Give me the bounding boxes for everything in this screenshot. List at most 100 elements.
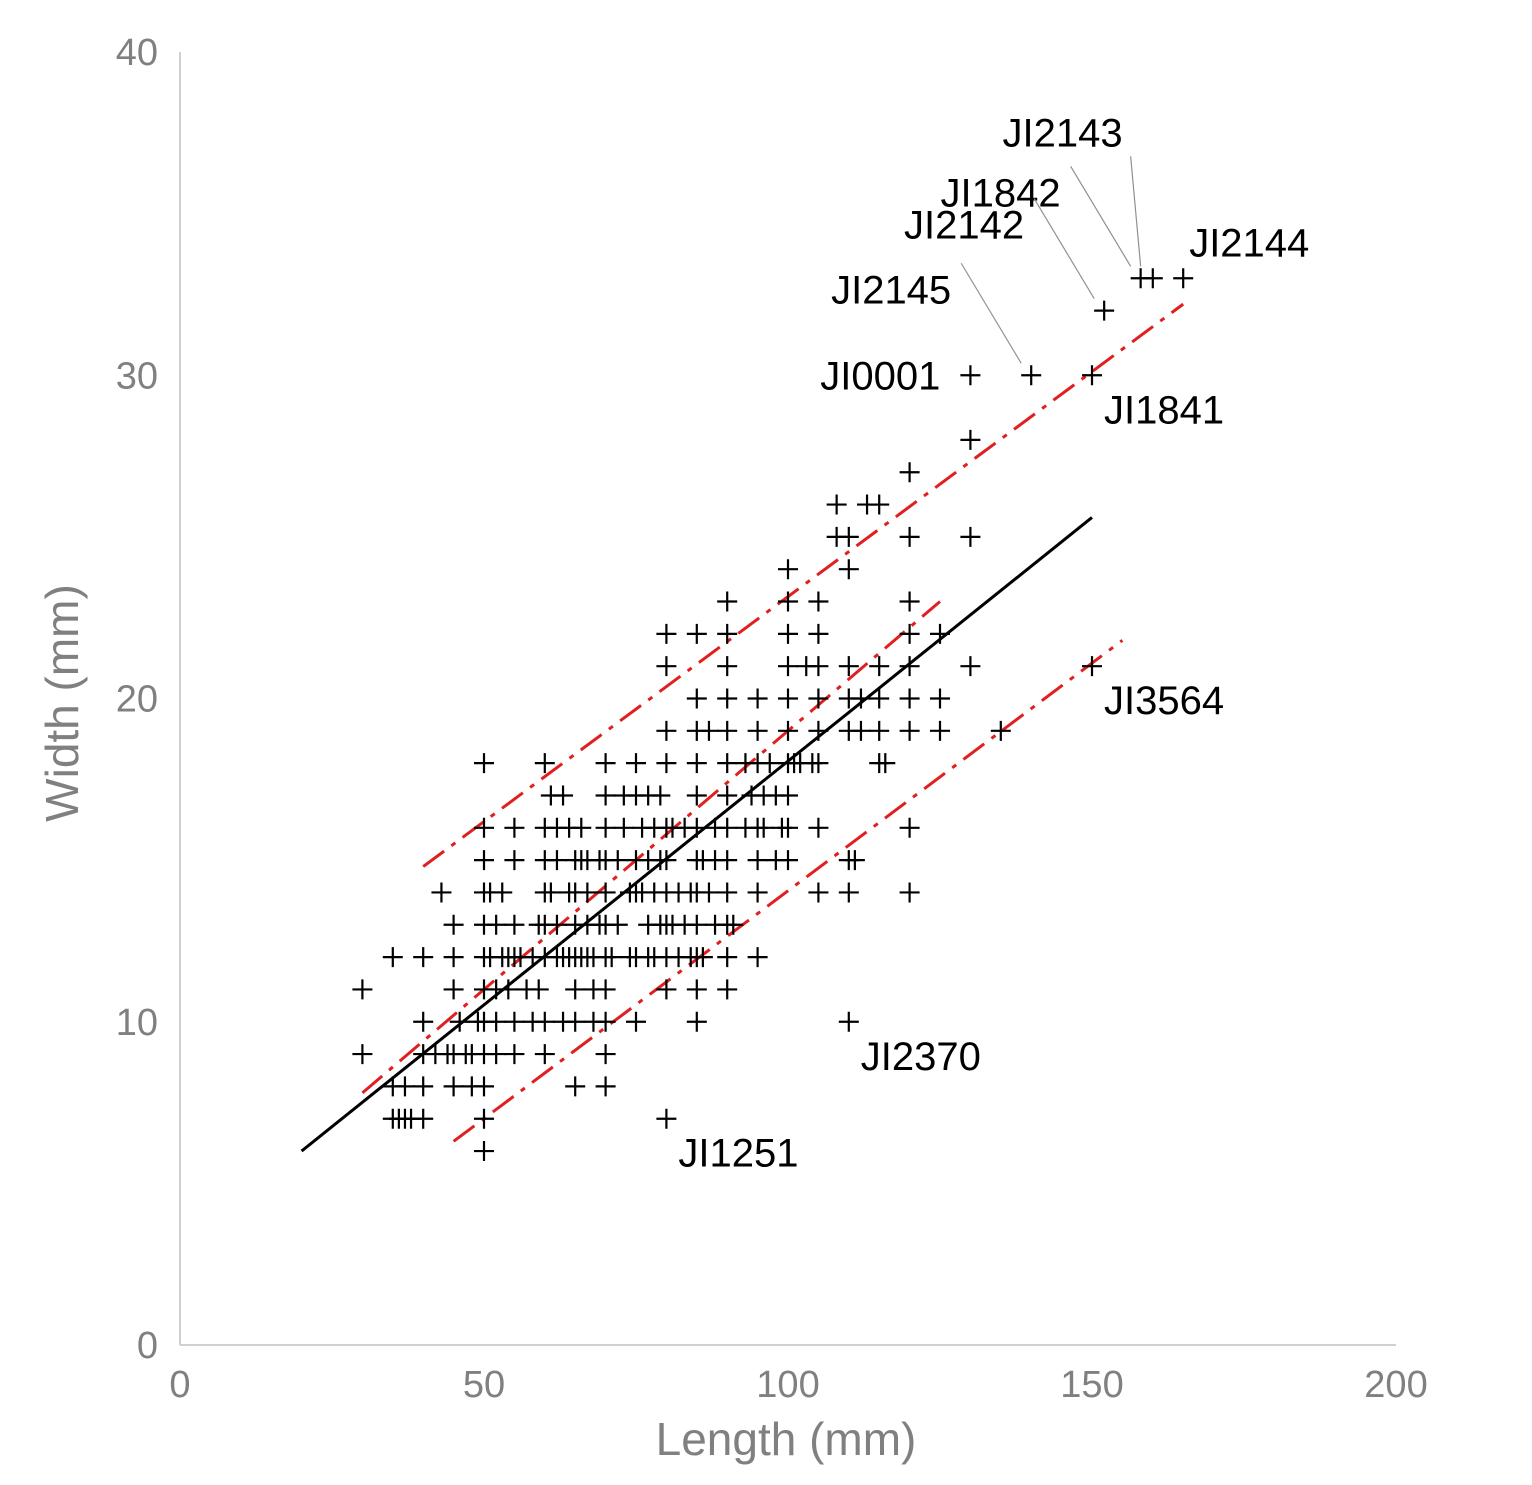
data-point (723, 914, 744, 935)
data-point (838, 882, 859, 903)
data-point (930, 688, 950, 709)
data-point (504, 817, 525, 838)
data-point (474, 817, 494, 838)
data-point (686, 817, 707, 838)
data-point (692, 947, 713, 968)
data-point (778, 623, 798, 644)
x-tick-label: 0 (169, 1364, 190, 1406)
data-point (844, 850, 865, 871)
data-point (528, 979, 549, 1000)
prediction-bands (361, 302, 1185, 1143)
data-point (546, 914, 567, 935)
data-point (626, 1011, 646, 1032)
data-point (577, 882, 598, 903)
data-point (607, 850, 628, 871)
annotation-label: JI1251 (678, 1132, 798, 1176)
data-point (413, 1108, 434, 1129)
data-point (656, 753, 677, 774)
x-tick-label: 150 (1060, 1364, 1123, 1406)
data-point (1142, 268, 1163, 289)
data-point (899, 817, 920, 838)
data-point (850, 688, 871, 709)
data-point (413, 947, 434, 968)
data-point (960, 526, 981, 547)
data-point (875, 753, 896, 774)
y-axis-title: Width (mm) (36, 584, 88, 822)
data-point (686, 753, 707, 774)
data-point (656, 623, 677, 644)
data-point (808, 753, 829, 774)
band-line-middle (361, 600, 941, 1095)
data-point (778, 656, 798, 677)
data-point (747, 947, 768, 968)
data-point (656, 850, 677, 871)
data-point (656, 720, 677, 741)
data-point (869, 656, 890, 677)
annotation-leader (1033, 198, 1095, 299)
data-point (717, 979, 738, 1000)
data-point (778, 591, 798, 612)
annotation-label: JI0001 (820, 354, 940, 398)
data-point (808, 688, 829, 709)
data-point (601, 947, 622, 968)
data-point (474, 1108, 494, 1129)
band-line-upper (422, 302, 1185, 868)
data-point (869, 688, 890, 709)
band-line-lower (452, 639, 1124, 1143)
annotation-label: JI1842 (941, 171, 1061, 215)
data-point (595, 1076, 616, 1097)
data-point (778, 720, 798, 741)
data-point (443, 947, 464, 968)
data-point (747, 882, 768, 903)
data-point (698, 882, 719, 903)
data-point (899, 623, 920, 644)
y-tick-label: 10 (116, 1002, 158, 1044)
data-point (486, 914, 507, 935)
data-point (686, 785, 707, 806)
data-point (486, 1011, 507, 1032)
data-point (413, 1011, 434, 1032)
data-point (504, 1044, 525, 1065)
annotation-label: JI3564 (1104, 679, 1224, 723)
annotation-leader (960, 262, 1022, 364)
data-point (960, 365, 981, 386)
data-point (534, 1044, 555, 1065)
data-point (1094, 300, 1115, 321)
data-point (595, 882, 616, 903)
data-point (474, 1141, 494, 1162)
data-point (930, 720, 950, 741)
data-point (778, 785, 798, 806)
data-point (717, 850, 738, 871)
annotation-leader (1070, 165, 1132, 267)
data-point (1082, 365, 1102, 386)
data-point (534, 753, 555, 774)
data-point (717, 656, 738, 677)
data-point (686, 623, 707, 644)
annotation-label: JI2143 (1003, 111, 1123, 155)
data-point (960, 656, 981, 677)
annotation-label: JI2144 (1189, 221, 1309, 265)
data-point (869, 494, 890, 515)
data-point (869, 720, 890, 741)
data-point (717, 720, 738, 741)
data-point (899, 526, 920, 547)
annotation-label: JI2145 (831, 268, 951, 312)
axes: 0 50 100 150 200 0 10 20 30 40 (116, 32, 1428, 1406)
data-point (382, 947, 403, 968)
x-axis-title: Length (mm) (656, 1413, 917, 1465)
data-point (717, 785, 738, 806)
data-point (930, 623, 950, 644)
data-point (613, 817, 634, 838)
data-point (778, 688, 798, 709)
data-point (686, 979, 707, 1000)
data-point (1021, 365, 1042, 386)
data-point (838, 656, 859, 677)
data-point (717, 882, 738, 903)
data-point (808, 656, 829, 677)
data-point (595, 753, 616, 774)
data-point (607, 914, 628, 935)
data-point (698, 720, 719, 741)
data-point (650, 785, 671, 806)
data-point (656, 979, 677, 1000)
data-point (717, 591, 738, 612)
